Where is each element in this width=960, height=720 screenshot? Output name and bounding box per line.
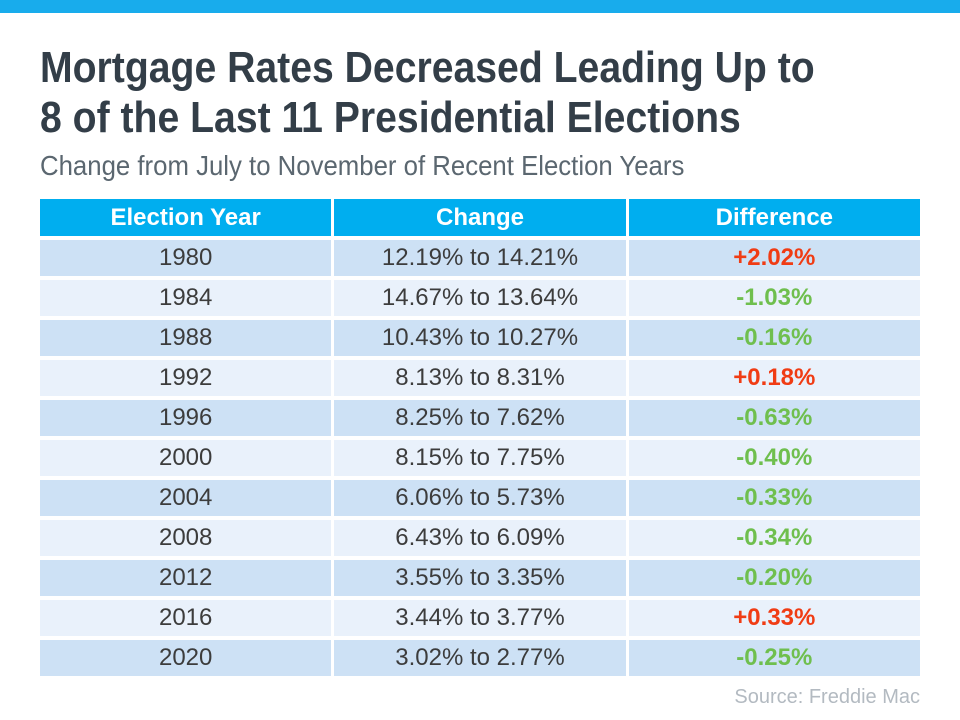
source-attribution: Source: Freddie Mac [734, 686, 920, 708]
difference-cell: -1.03% [628, 280, 920, 316]
change-cell: 10.43% to 10.27% [334, 320, 626, 356]
slide-content: Mortgage Rates Decreased Leading Up to 8… [40, 43, 920, 709]
change-cell: 8.13% to 8.31% [334, 360, 626, 396]
header-cell-election-year: Election Year [40, 199, 332, 236]
change-cell: 6.43% to 6.09% [334, 520, 626, 556]
year-cell: 2016 [40, 600, 332, 636]
difference-cell: -0.25% [628, 640, 920, 676]
header-cell-change: Change [334, 199, 626, 236]
year-cell: 2000 [40, 440, 332, 476]
difference-cell: +2.02% [628, 240, 920, 276]
difference-cell: -0.33% [628, 480, 920, 516]
year-cell: 1980 [40, 240, 332, 276]
page-subtitle: Change from July to November of Recent E… [40, 150, 685, 181]
year-cell: 2020 [40, 640, 332, 676]
year-cell: 1996 [40, 400, 332, 436]
difference-cell: -0.63% [628, 400, 920, 436]
top-accent-bar [0, 0, 960, 13]
change-cell: 3.44% to 3.77% [334, 600, 626, 636]
change-cell: 3.55% to 3.35% [334, 560, 626, 596]
page-title-line-2: 8 of the Last 11 Presidential Elections [40, 93, 741, 142]
change-cell: 6.06% to 5.73% [334, 480, 626, 516]
change-cell: 8.25% to 7.62% [334, 400, 626, 436]
year-cell: 1988 [40, 320, 332, 356]
change-cell: 12.19% to 14.21% [334, 240, 626, 276]
year-cell: 1984 [40, 280, 332, 316]
header-cell-difference: Difference [628, 199, 920, 236]
page-title-line-1: Mortgage Rates Decreased Leading Up to [40, 43, 815, 92]
year-cell: 2008 [40, 520, 332, 556]
difference-cell: -0.40% [628, 440, 920, 476]
change-cell: 3.02% to 2.77% [334, 640, 626, 676]
difference-cell: -0.34% [628, 520, 920, 556]
change-cell: 8.15% to 7.75% [334, 440, 626, 476]
year-cell: 2012 [40, 560, 332, 596]
year-cell: 2004 [40, 480, 332, 516]
difference-cell: +0.18% [628, 360, 920, 396]
difference-cell: +0.33% [628, 600, 920, 636]
change-cell: 14.67% to 13.64% [334, 280, 626, 316]
year-cell: 1992 [40, 360, 332, 396]
mortgage-rates-table: Election Year Change Difference 1980 12.… [40, 199, 920, 676]
difference-cell: -0.16% [628, 320, 920, 356]
difference-cell: -0.20% [628, 560, 920, 596]
